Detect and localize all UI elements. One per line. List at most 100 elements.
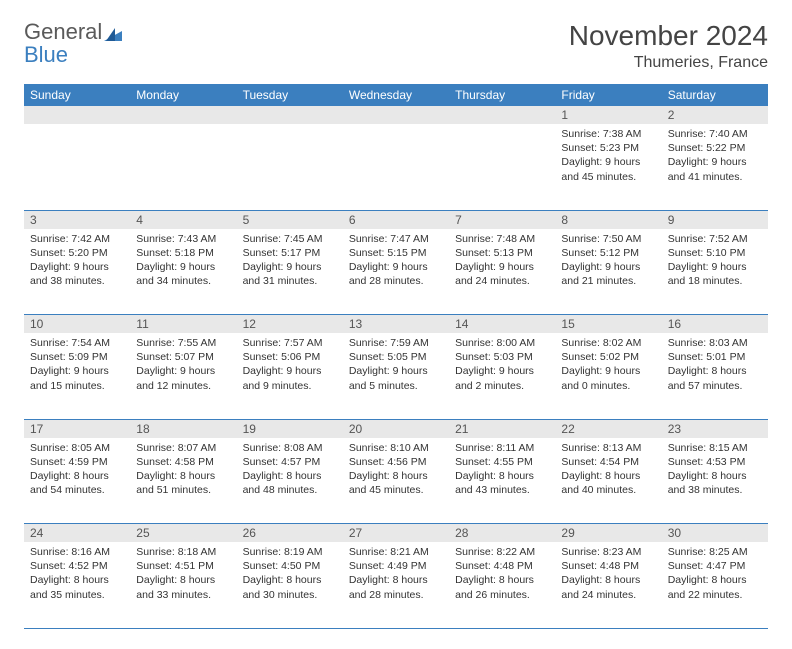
sunset-line: Sunset: 5:18 PM <box>136 246 230 260</box>
daylight-line: Daylight: 8 hours and 33 minutes. <box>136 573 230 601</box>
week-row: Sunrise: 8:16 AMSunset: 4:52 PMDaylight:… <box>24 542 768 628</box>
daylight-line: Daylight: 8 hours and 54 minutes. <box>30 469 124 497</box>
day-details: Sunrise: 7:55 AMSunset: 5:07 PMDaylight:… <box>130 333 236 397</box>
day-number: 8 <box>555 210 661 229</box>
day-details: Sunrise: 7:45 AMSunset: 5:17 PMDaylight:… <box>237 229 343 293</box>
day-details: Sunrise: 8:22 AMSunset: 4:48 PMDaylight:… <box>449 542 555 606</box>
day-cell: Sunrise: 7:52 AMSunset: 5:10 PMDaylight:… <box>662 229 768 315</box>
calendar-page: GeneralBlue November 2024 Thumeries, Fra… <box>0 0 792 649</box>
sunrise-line: Sunrise: 8:15 AM <box>668 441 762 455</box>
daylight-line: Daylight: 8 hours and 35 minutes. <box>30 573 124 601</box>
day-number: 29 <box>555 524 661 543</box>
day-number: 10 <box>24 315 130 334</box>
sunset-line: Sunset: 4:53 PM <box>668 455 762 469</box>
sunset-line: Sunset: 5:12 PM <box>561 246 655 260</box>
daylight-line: Daylight: 9 hours and 28 minutes. <box>349 260 443 288</box>
sunset-line: Sunset: 5:22 PM <box>668 141 762 155</box>
sunset-line: Sunset: 5:23 PM <box>561 141 655 155</box>
day-details: Sunrise: 7:38 AMSunset: 5:23 PMDaylight:… <box>555 124 661 188</box>
day-cell: Sunrise: 8:07 AMSunset: 4:58 PMDaylight:… <box>130 438 236 524</box>
day-cell: Sunrise: 8:18 AMSunset: 4:51 PMDaylight:… <box>130 542 236 628</box>
logo: GeneralBlue <box>24 20 122 66</box>
daylight-line: Daylight: 9 hours and 9 minutes. <box>243 364 337 392</box>
day-number: 26 <box>237 524 343 543</box>
sunrise-line: Sunrise: 8:10 AM <box>349 441 443 455</box>
sunrise-line: Sunrise: 7:45 AM <box>243 232 337 246</box>
sunrise-line: Sunrise: 7:48 AM <box>455 232 549 246</box>
sunrise-line: Sunrise: 8:21 AM <box>349 545 443 559</box>
sunrise-line: Sunrise: 7:50 AM <box>561 232 655 246</box>
day-cell: Sunrise: 7:40 AMSunset: 5:22 PMDaylight:… <box>662 124 768 210</box>
sunset-line: Sunset: 4:47 PM <box>668 559 762 573</box>
sunrise-line: Sunrise: 8:03 AM <box>668 336 762 350</box>
logo-icon <box>104 21 122 46</box>
daylight-line: Daylight: 9 hours and 41 minutes. <box>668 155 762 183</box>
sunset-line: Sunset: 4:59 PM <box>30 455 124 469</box>
day-cell: Sunrise: 8:19 AMSunset: 4:50 PMDaylight:… <box>237 542 343 628</box>
sunrise-line: Sunrise: 8:13 AM <box>561 441 655 455</box>
day-number: 11 <box>130 315 236 334</box>
sunset-line: Sunset: 5:09 PM <box>30 350 124 364</box>
sunrise-line: Sunrise: 8:19 AM <box>243 545 337 559</box>
day-number: 23 <box>662 419 768 438</box>
sunrise-line: Sunrise: 7:43 AM <box>136 232 230 246</box>
sunrise-line: Sunrise: 7:54 AM <box>30 336 124 350</box>
daylight-line: Daylight: 9 hours and 0 minutes. <box>561 364 655 392</box>
sunrise-line: Sunrise: 7:42 AM <box>30 232 124 246</box>
day-details: Sunrise: 7:52 AMSunset: 5:10 PMDaylight:… <box>662 229 768 293</box>
daylight-line: Daylight: 9 hours and 38 minutes. <box>30 260 124 288</box>
day-number: 5 <box>237 210 343 229</box>
col-friday: Friday <box>555 84 661 106</box>
sunrise-line: Sunrise: 7:57 AM <box>243 336 337 350</box>
day-number <box>237 106 343 124</box>
sunset-line: Sunset: 4:57 PM <box>243 455 337 469</box>
day-details: Sunrise: 8:13 AMSunset: 4:54 PMDaylight:… <box>555 438 661 502</box>
day-cell: Sunrise: 8:08 AMSunset: 4:57 PMDaylight:… <box>237 438 343 524</box>
daylight-line: Daylight: 8 hours and 26 minutes. <box>455 573 549 601</box>
sunrise-line: Sunrise: 7:59 AM <box>349 336 443 350</box>
sunset-line: Sunset: 4:50 PM <box>243 559 337 573</box>
daylight-line: Daylight: 9 hours and 18 minutes. <box>668 260 762 288</box>
day-number: 14 <box>449 315 555 334</box>
daylight-line: Daylight: 8 hours and 51 minutes. <box>136 469 230 497</box>
day-number: 18 <box>130 419 236 438</box>
daylight-line: Daylight: 9 hours and 5 minutes. <box>349 364 443 392</box>
day-number: 19 <box>237 419 343 438</box>
week-row: Sunrise: 7:38 AMSunset: 5:23 PM Daylight:… <box>24 124 768 210</box>
daylight-line: Daylight: 8 hours and 45 minutes. <box>349 469 443 497</box>
sunrise-line: Sunrise: 8:07 AM <box>136 441 230 455</box>
daylight-line: Daylight: 9 hours and 12 minutes. <box>136 364 230 392</box>
day-cell: Sunrise: 7:45 AMSunset: 5:17 PMDaylight:… <box>237 229 343 315</box>
title-block: November 2024 Thumeries, France <box>569 20 768 72</box>
day-cell: Sunrise: 8:21 AMSunset: 4:49 PMDaylight:… <box>343 542 449 628</box>
daynum-row: 12 <box>24 106 768 124</box>
header: GeneralBlue November 2024 Thumeries, Fra… <box>24 20 768 72</box>
daylight-line: Daylight: 8 hours and 57 minutes. <box>668 364 762 392</box>
daylight-line: Daylight: 9 hours and 2 minutes. <box>455 364 549 392</box>
sunrise-line: Sunrise: 8:00 AM <box>455 336 549 350</box>
day-cell: Sunrise: 8:11 AMSunset: 4:55 PMDaylight:… <box>449 438 555 524</box>
daylight-line: Daylight: 8 hours and 22 minutes. <box>668 573 762 601</box>
daynum-row: 10111213141516 <box>24 315 768 334</box>
day-cell: Sunrise: 8:15 AMSunset: 4:53 PMDaylight:… <box>662 438 768 524</box>
daylight-line: Daylight: 8 hours and 38 minutes. <box>668 469 762 497</box>
day-details: Sunrise: 7:48 AMSunset: 5:13 PMDaylight:… <box>449 229 555 293</box>
day-number: 3 <box>24 210 130 229</box>
sunrise-line: Sunrise: 8:25 AM <box>668 545 762 559</box>
day-number: 24 <box>24 524 130 543</box>
sunrise-line: Sunrise: 7:38 AM <box>561 127 655 141</box>
day-cell: Sunrise: 7:38 AMSunset: 5:23 PMDaylight:… <box>555 124 661 210</box>
sunset-line: Sunset: 4:52 PM <box>30 559 124 573</box>
day-cell <box>449 124 555 210</box>
week-row: Sunrise: 7:54 AMSunset: 5:09 PM Daylight:… <box>24 333 768 419</box>
day-number: 27 <box>343 524 449 543</box>
day-details: Sunrise: 8:05 AMSunset: 4:59 PMDaylight:… <box>24 438 130 502</box>
day-details: Sunrise: 8:02 AMSunset: 5:02 PMDaylight:… <box>555 333 661 397</box>
day-details: Sunrise: 7:54 AMSunset: 5:09 PMDaylight:… <box>24 333 130 397</box>
daynum-row: 3456789 <box>24 210 768 229</box>
page-subtitle: Thumeries, France <box>569 54 768 72</box>
sunrise-line: Sunrise: 8:02 AM <box>561 336 655 350</box>
day-details: Sunrise: 8:08 AMSunset: 4:57 PMDaylight:… <box>237 438 343 502</box>
day-number: 28 <box>449 524 555 543</box>
sunset-line: Sunset: 4:49 PM <box>349 559 443 573</box>
